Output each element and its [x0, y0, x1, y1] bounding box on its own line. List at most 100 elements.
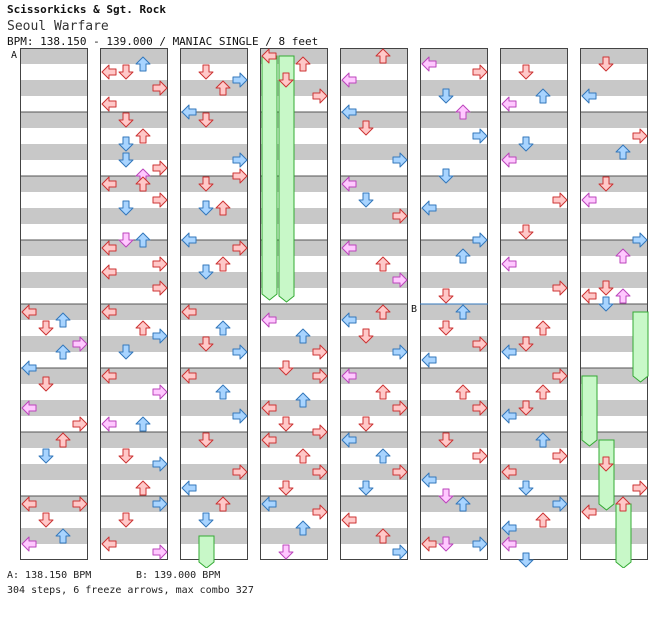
down-arrow-icon	[438, 320, 454, 336]
left-arrow-icon	[101, 304, 117, 320]
right-arrow-icon	[152, 80, 168, 96]
chart-column-7	[500, 48, 568, 560]
down-arrow-icon	[278, 480, 294, 496]
down-arrow-icon	[598, 280, 614, 296]
right-arrow-icon	[472, 400, 488, 416]
left-arrow-icon	[421, 472, 437, 488]
down-arrow-icon	[38, 448, 54, 464]
left-arrow-icon	[21, 400, 37, 416]
down-arrow-icon	[198, 112, 214, 128]
left-arrow-icon	[21, 496, 37, 512]
right-arrow-icon	[552, 496, 568, 512]
down-arrow-icon	[438, 288, 454, 304]
right-arrow-icon	[72, 336, 88, 352]
up-arrow-icon	[55, 432, 71, 448]
left-arrow-icon	[261, 400, 277, 416]
right-arrow-icon	[472, 448, 488, 464]
left-arrow-icon	[101, 240, 117, 256]
right-arrow-icon	[632, 232, 648, 248]
right-arrow-icon	[472, 64, 488, 80]
up-arrow-icon	[135, 128, 151, 144]
right-arrow-icon	[472, 536, 488, 552]
freeze-arrow	[278, 55, 295, 303]
right-arrow-icon	[152, 496, 168, 512]
up-arrow-icon	[215, 496, 231, 512]
right-arrow-icon	[152, 456, 168, 472]
up-arrow-icon	[375, 384, 391, 400]
left-arrow-icon	[341, 72, 357, 88]
left-arrow-icon	[341, 368, 357, 384]
down-arrow-icon	[518, 480, 534, 496]
right-arrow-icon	[152, 544, 168, 560]
right-arrow-icon	[232, 464, 248, 480]
left-arrow-icon	[181, 480, 197, 496]
left-arrow-icon	[501, 96, 517, 112]
up-arrow-icon	[295, 328, 311, 344]
left-arrow-icon	[341, 512, 357, 528]
down-arrow-icon	[358, 192, 374, 208]
left-arrow-icon	[21, 304, 37, 320]
down-arrow-icon	[118, 200, 134, 216]
left-arrow-icon	[341, 312, 357, 328]
left-arrow-icon	[21, 360, 37, 376]
left-arrow-icon	[421, 536, 437, 552]
up-arrow-icon	[615, 496, 631, 512]
right-arrow-icon	[472, 128, 488, 144]
down-arrow-icon	[358, 328, 374, 344]
right-arrow-icon	[312, 368, 328, 384]
up-arrow-icon	[135, 56, 151, 72]
left-arrow-icon	[181, 368, 197, 384]
right-arrow-icon	[312, 344, 328, 360]
right-arrow-icon	[232, 72, 248, 88]
right-arrow-icon	[552, 368, 568, 384]
up-arrow-icon	[455, 248, 471, 264]
up-arrow-icon	[455, 384, 471, 400]
up-arrow-icon	[135, 176, 151, 192]
up-arrow-icon	[455, 304, 471, 320]
right-arrow-icon	[552, 192, 568, 208]
down-arrow-icon	[198, 336, 214, 352]
up-arrow-icon	[375, 448, 391, 464]
left-arrow-icon	[261, 432, 277, 448]
up-arrow-icon	[535, 88, 551, 104]
up-arrow-icon	[375, 48, 391, 64]
down-arrow-icon	[438, 488, 454, 504]
step-chart: A B	[11, 48, 649, 568]
down-arrow-icon	[118, 344, 134, 360]
right-arrow-icon	[632, 480, 648, 496]
left-arrow-icon	[501, 344, 517, 360]
right-arrow-icon	[152, 328, 168, 344]
down-arrow-icon	[118, 448, 134, 464]
right-arrow-icon	[392, 464, 408, 480]
up-arrow-icon	[135, 480, 151, 496]
down-arrow-icon	[278, 416, 294, 432]
left-arrow-icon	[341, 104, 357, 120]
right-arrow-icon	[392, 272, 408, 288]
down-arrow-icon	[278, 72, 294, 88]
right-arrow-icon	[312, 424, 328, 440]
up-arrow-icon	[215, 384, 231, 400]
down-arrow-icon	[438, 536, 454, 552]
right-arrow-icon	[152, 160, 168, 176]
chart-column-2	[100, 48, 168, 560]
down-arrow-icon	[198, 64, 214, 80]
down-arrow-icon	[438, 432, 454, 448]
left-arrow-icon	[101, 96, 117, 112]
left-arrow-icon	[501, 520, 517, 536]
left-arrow-icon	[101, 536, 117, 552]
freeze-arrow	[261, 55, 278, 301]
freeze-arrow	[198, 535, 215, 568]
down-arrow-icon	[118, 136, 134, 152]
right-arrow-icon	[232, 240, 248, 256]
footer-stats: 304 steps, 6 freeze arrows, max combo 32…	[7, 585, 254, 596]
down-arrow-icon	[198, 264, 214, 280]
right-arrow-icon	[392, 152, 408, 168]
right-arrow-icon	[232, 152, 248, 168]
left-arrow-icon	[101, 264, 117, 280]
left-arrow-icon	[341, 176, 357, 192]
song-artist: Scissorkicks & Sgt. Rock	[7, 3, 166, 16]
left-arrow-icon	[501, 536, 517, 552]
up-arrow-icon	[535, 384, 551, 400]
down-arrow-icon	[358, 416, 374, 432]
down-arrow-icon	[198, 512, 214, 528]
